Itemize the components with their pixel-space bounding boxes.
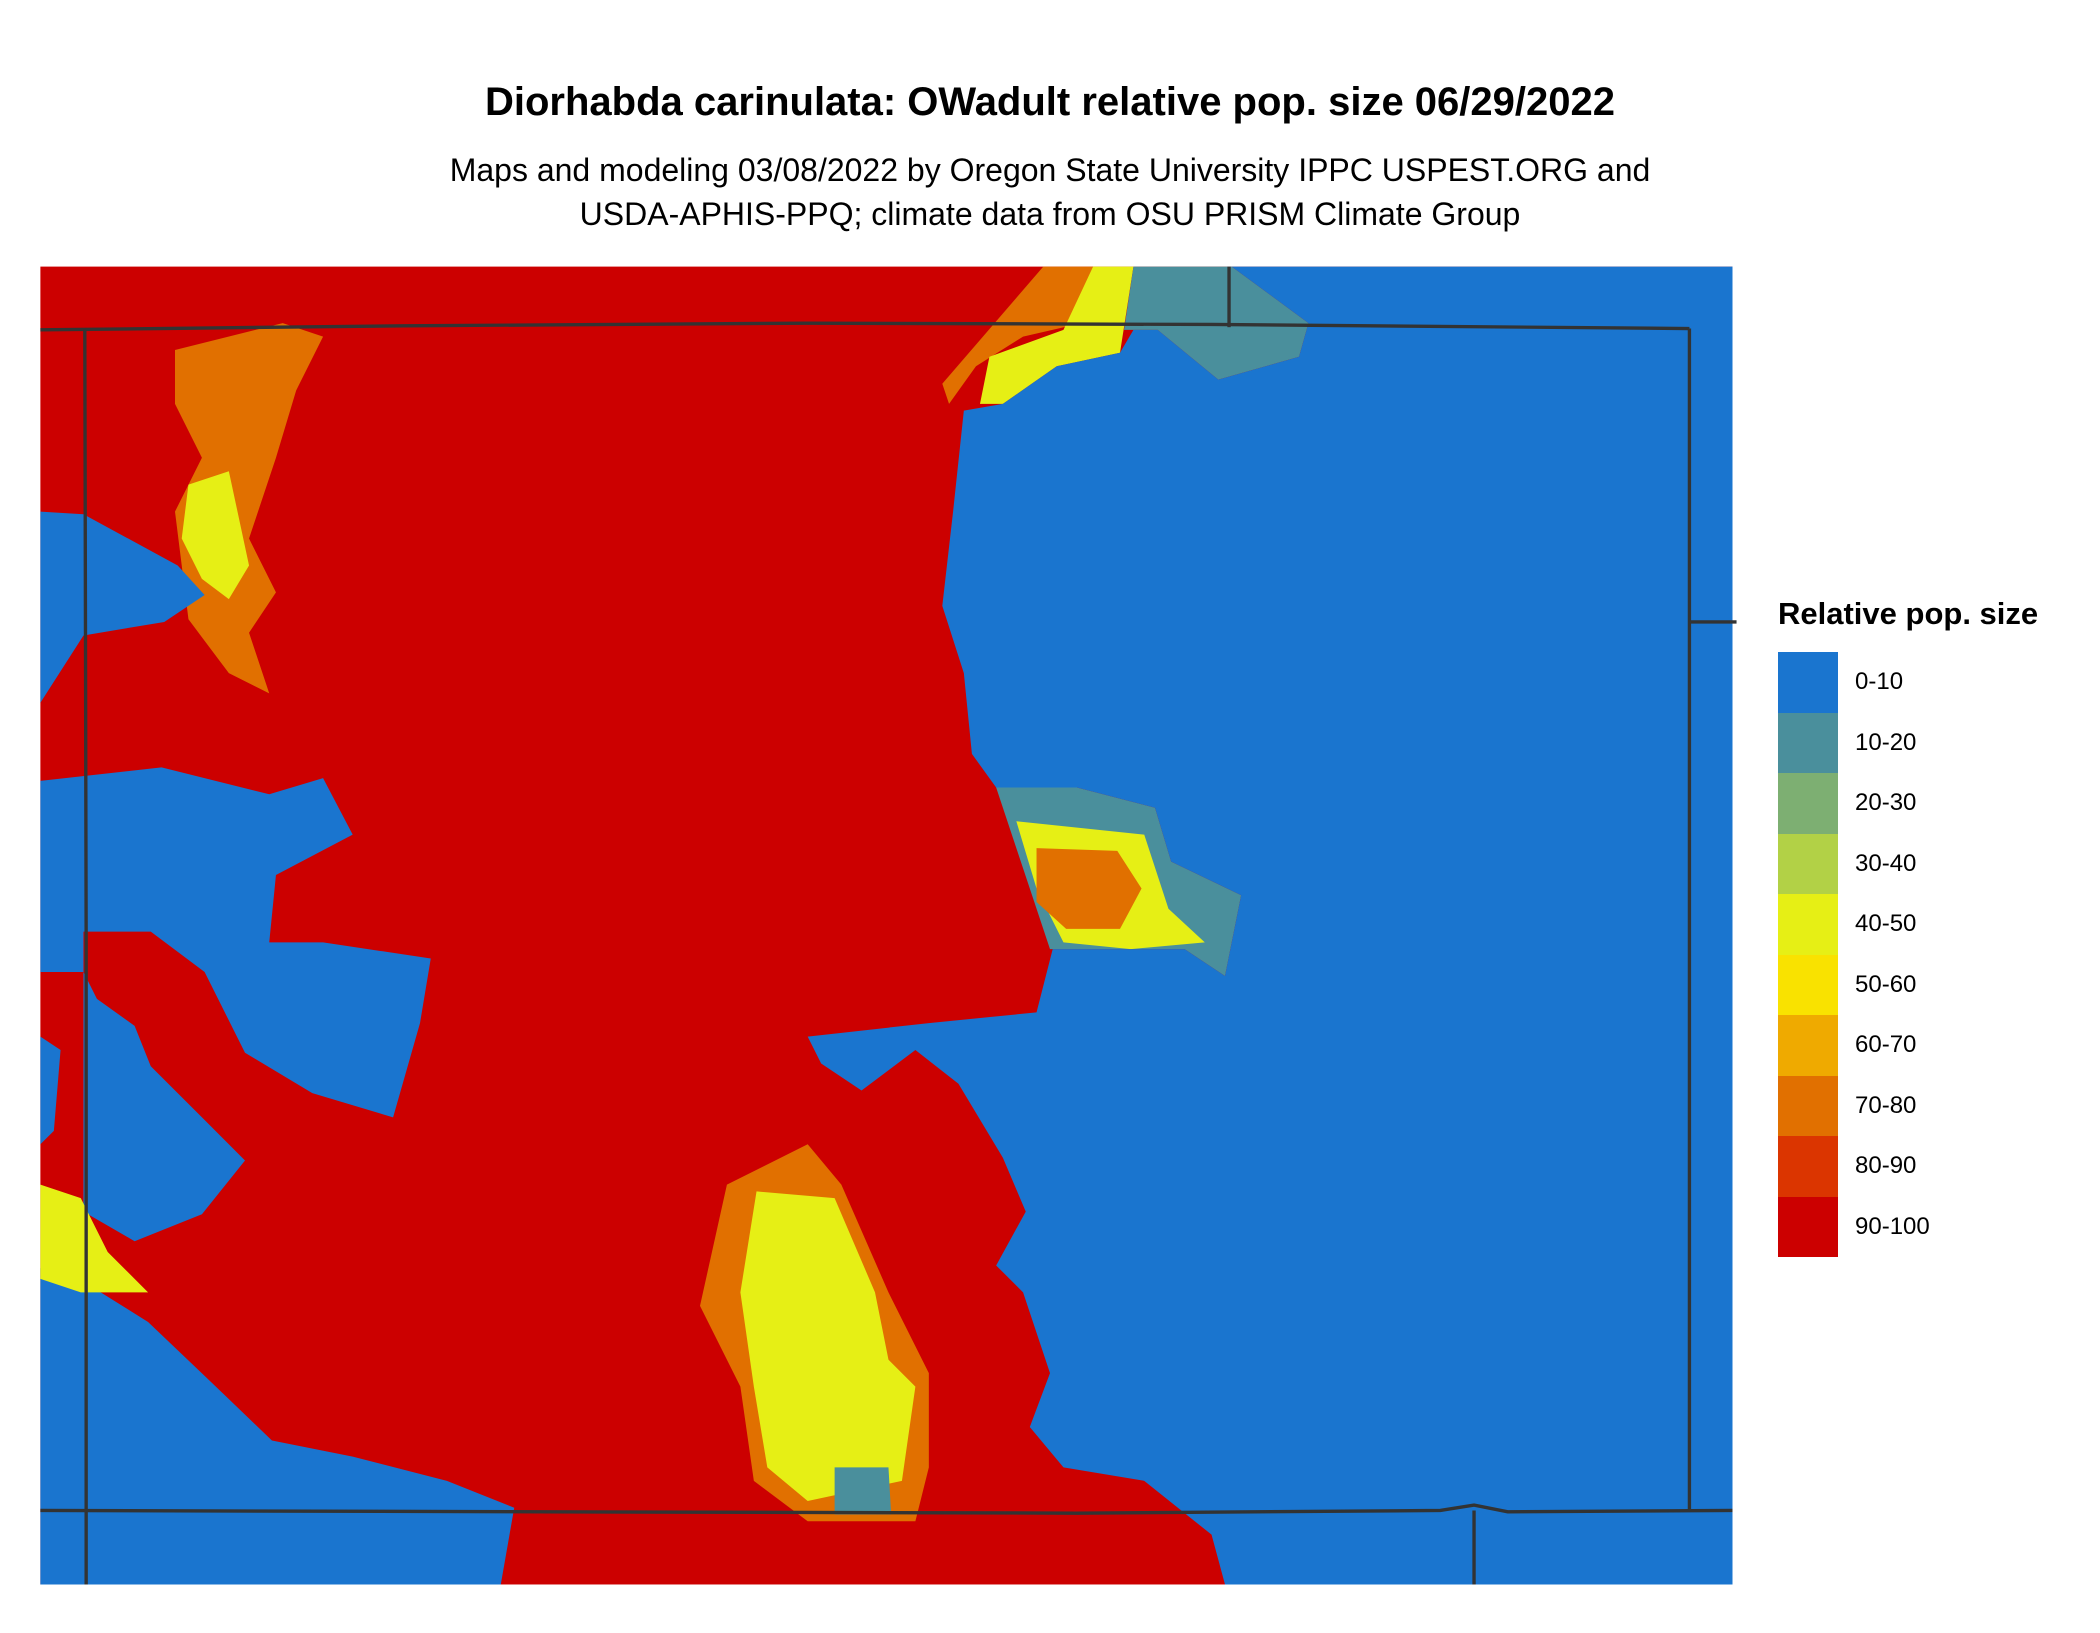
map-title: Diorhabda carinulata: OWadult relative p… (485, 80, 1615, 124)
legend-label: 70-80 (1855, 1091, 1917, 1119)
legend-swatch (1778, 1136, 1838, 1197)
legend-item: 30-40 (1778, 833, 2038, 894)
legend-item: 40-50 (1778, 894, 2038, 955)
map-region-40-50 (740, 1191, 916, 1502)
legend-label: 80-90 (1855, 1152, 1917, 1180)
legend-swatch (1778, 712, 1838, 773)
map-region-70-80 (175, 323, 324, 694)
legend-swatch (1778, 652, 1838, 713)
legend-swatch (1778, 954, 1838, 1015)
legend-label: 60-70 (1855, 1031, 1917, 1059)
legend-item: 50-60 (1778, 954, 2038, 1015)
legend-label: 20-30 (1855, 789, 1917, 817)
map-region-10-20 (834, 1467, 892, 1515)
map-region-40-50 (181, 471, 250, 600)
legend-swatch (1778, 833, 1838, 894)
state-borders (40, 266, 1737, 1585)
map-region-70-80 (1036, 848, 1142, 929)
legend-swatch (1778, 1075, 1838, 1136)
legend-item: 60-70 (1778, 1015, 2038, 1076)
legend-item: 70-80 (1778, 1075, 2038, 1136)
map-subtitle-line-2: USDA-APHIS-PPQ; climate data from OSU PR… (579, 196, 1521, 232)
map-region-0-10 (40, 511, 205, 703)
map-subtitle-line-1: Maps and modeling 03/08/2022 by Oregon S… (449, 152, 1651, 188)
map-region-0-10 (40, 1036, 61, 1145)
legend-swatch (1778, 894, 1838, 955)
map-region-0-10 (807, 266, 1733, 1585)
legend-label: 40-50 (1855, 910, 1917, 938)
legend-item: 90-100 (1778, 1196, 2038, 1257)
map-region-0-10 (40, 767, 431, 1242)
legend-swatch (1778, 773, 1838, 834)
map-region-40-50 (980, 266, 1134, 404)
legend: Relative pop. size 0-10 10-20 20-30 30-40 40… (1778, 596, 2038, 1257)
legend-item: 80-90 (1778, 1136, 2038, 1197)
legend-label: 30-40 (1855, 849, 1917, 877)
map-region-70-80 (942, 266, 1094, 404)
legend-label: 0-10 (1855, 668, 1904, 696)
legend-item: 10-20 (1778, 712, 2038, 773)
map-region-0-10 (40, 1268, 515, 1585)
legend-label: 90-100 (1855, 1212, 1930, 1240)
legend-item: 20-30 (1778, 773, 2038, 834)
legend-swatch (1778, 1196, 1838, 1257)
legend-title: Relative pop. size (1778, 596, 2039, 631)
legend-swatch (1778, 1015, 1838, 1076)
legend-label: 10-20 (1855, 728, 1917, 756)
legend-label: 50-60 (1855, 970, 1917, 998)
legend-item: 0-10 (1778, 652, 2038, 713)
